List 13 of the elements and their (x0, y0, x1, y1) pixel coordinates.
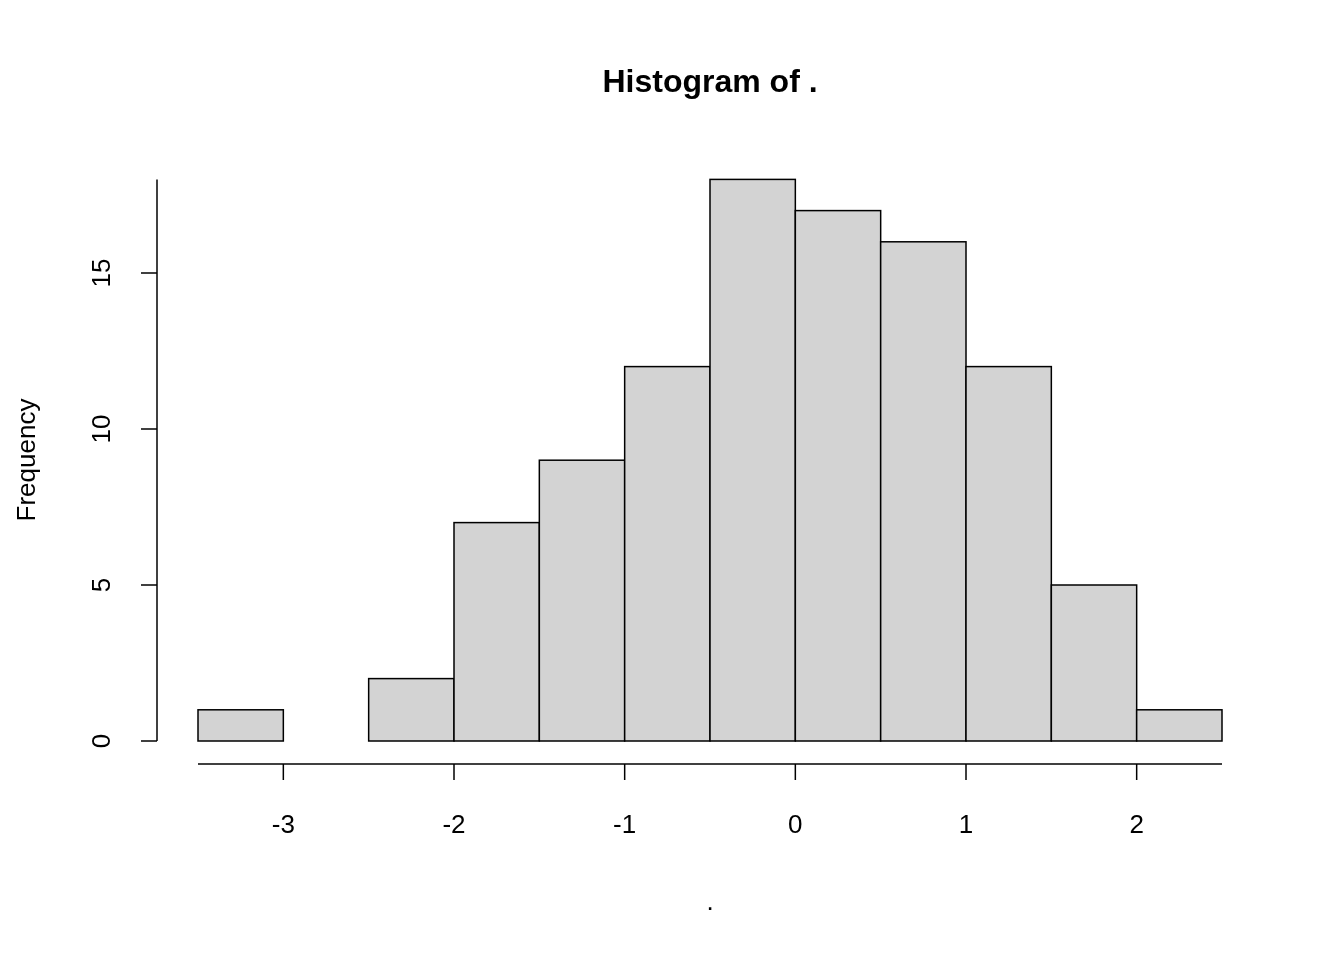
y-tick-label: 15 (86, 258, 116, 288)
x-tick-label: 0 (788, 809, 803, 839)
x-tick-label: -1 (613, 809, 637, 839)
x-tick-label: -2 (442, 809, 466, 839)
chart-title: Histogram of . (602, 63, 818, 99)
y-tick-label: 0 (86, 733, 116, 749)
x-tick-label: 1 (958, 809, 974, 839)
x-tick-label: -3 (271, 809, 295, 839)
x-axis-title: . (706, 886, 714, 916)
y-tick-label: 5 (86, 577, 116, 593)
x-tick-label: 2 (1129, 809, 1144, 839)
y-axis-title: Frequency (11, 398, 41, 522)
y-tick-label: 10 (86, 414, 116, 444)
